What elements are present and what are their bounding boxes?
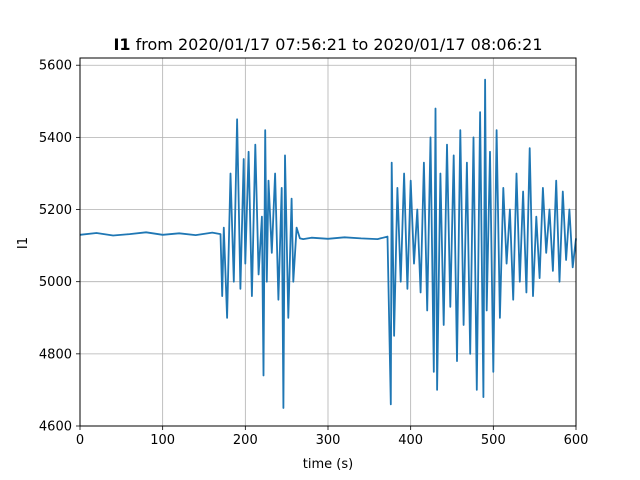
title-variable: I1	[113, 35, 130, 54]
x-tick-label: 0	[76, 433, 84, 448]
y-tick-label: 5600	[39, 59, 72, 74]
y-axis-label: I1	[16, 237, 31, 249]
y-tick-label: 5000	[39, 275, 72, 290]
title-time-range: from 2020/01/17 07:56:21 to 2020/01/17 0…	[131, 35, 543, 54]
y-tick-label: 4800	[39, 347, 72, 362]
x-axis-label: time (s)	[303, 457, 353, 472]
chart-title: I1 from 2020/01/17 07:56:21 to 2020/01/1…	[113, 35, 542, 54]
series-layer	[79, 78, 577, 409]
series-line	[79, 78, 577, 409]
x-tick-label: 200	[233, 433, 258, 448]
grid	[79, 58, 577, 427]
y-tick-label: 4600	[39, 420, 72, 435]
x-tick-label: 100	[150, 433, 175, 448]
y-tick-label: 5200	[39, 203, 72, 218]
ticks: 0 100 200 300 400 500 600 4600 4800 5000 5200 5400 5…	[39, 59, 589, 448]
x-tick-label: 300	[316, 433, 341, 448]
x-tick-label: 500	[481, 433, 506, 448]
y-tick-label: 5400	[39, 131, 72, 146]
x-tick-label: 600	[564, 433, 589, 448]
x-tick-label: 400	[398, 433, 423, 448]
